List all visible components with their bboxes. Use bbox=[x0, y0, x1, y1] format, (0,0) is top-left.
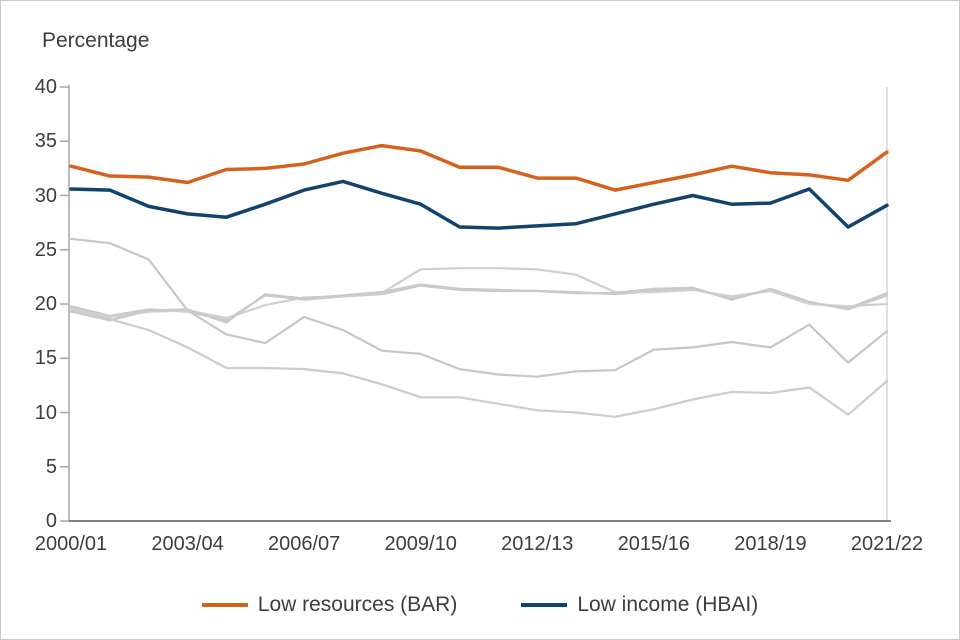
legend-item-low-resources-bar: Low resources (BAR) bbox=[201, 593, 458, 617]
x-tick-label: 2003/04 bbox=[151, 533, 224, 555]
x-tick-label: 2012/13 bbox=[501, 533, 574, 555]
y-tick-label: 20 bbox=[34, 293, 57, 315]
x-tick-label: 2018/19 bbox=[734, 533, 807, 555]
y-tick-label: 25 bbox=[34, 238, 57, 261]
legend-label: Low resources (BAR) bbox=[257, 593, 458, 616]
y-tick-label: 40 bbox=[34, 76, 57, 98]
x-tick-label: 2000/01 bbox=[34, 533, 108, 555]
y-tick-label: 10 bbox=[34, 401, 57, 424]
x-tick-label: 2015/16 bbox=[617, 533, 690, 555]
y-tick-label: 15 bbox=[34, 347, 57, 370]
y-tick-label: 0 bbox=[45, 510, 57, 532]
series-line-low-resources-bar bbox=[69, 143, 889, 192]
legend-line-swatch bbox=[521, 603, 568, 607]
series-line-background-series-1 bbox=[69, 237, 889, 378]
y-tick-label: 5 bbox=[45, 455, 57, 478]
legend-line-swatch bbox=[201, 603, 248, 607]
y-axis-title: Percentage bbox=[42, 29, 150, 52]
x-tick-label: 2006/07 bbox=[267, 533, 341, 555]
x-tick-label: 2021/22 bbox=[850, 533, 924, 555]
legend-label: Low income (HBAI) bbox=[577, 593, 759, 616]
series-line-low-income-hbai bbox=[69, 179, 889, 230]
legend-item-low-income-hbai: Low income (HBAI) bbox=[521, 593, 758, 617]
y-tick-label: 30 bbox=[34, 184, 57, 207]
legend: Low resources (BAR) Low income (HBAI) bbox=[1, 593, 959, 617]
series-line-background-series-5 bbox=[69, 283, 889, 324]
y-tick-label: 35 bbox=[34, 130, 57, 153]
series-line-background-series-2 bbox=[69, 308, 889, 418]
x-tick-label: 2009/10 bbox=[384, 533, 457, 555]
